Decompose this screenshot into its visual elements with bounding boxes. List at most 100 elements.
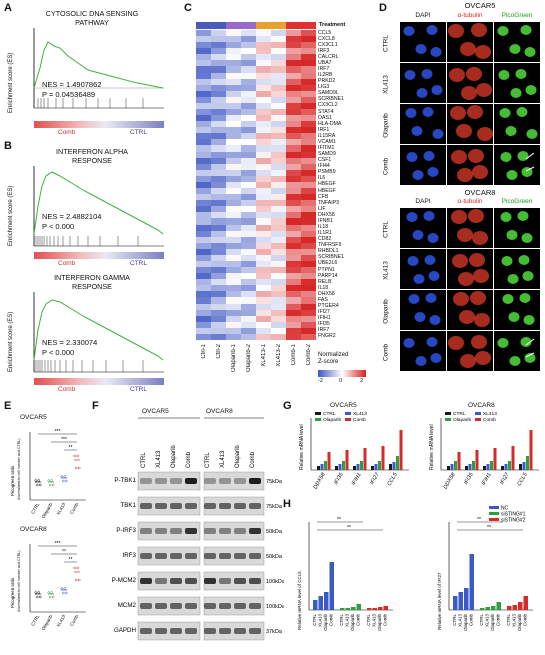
- bar: [508, 461, 511, 470]
- gene-label: CFB: [318, 193, 329, 200]
- cell-blob: [416, 88, 428, 98]
- gsea-left-label-b2: Comb: [58, 386, 76, 393]
- cell-blob: [461, 86, 477, 100]
- bar: [475, 450, 479, 470]
- legend-title-2: Z-score: [318, 359, 339, 365]
- cell-blob: [452, 254, 468, 268]
- heatmap-cell: [256, 145, 272, 152]
- bar: [342, 461, 345, 470]
- gsea-right-label-b1: CTRL: [130, 260, 147, 267]
- cell-blob: [517, 211, 529, 221]
- heatmap-cell: [241, 54, 257, 61]
- h-group-label: CTRL: [506, 614, 511, 626]
- heatmap-cell: [196, 42, 212, 49]
- micro-cells-svg: [498, 69, 537, 98]
- gsea-left-label-b1: Comb: [58, 260, 76, 267]
- heatmap-cell: [226, 78, 242, 85]
- panel-label-a: A: [4, 2, 12, 14]
- heatmap-cell: [256, 260, 272, 268]
- e-ylabel: Picogreen ratio: [10, 465, 15, 496]
- heatmap-cell: [196, 327, 212, 335]
- gene-label: UBE2L6: [318, 260, 338, 267]
- heatmap-cell: [286, 200, 302, 207]
- heatmap-cell: [226, 30, 242, 37]
- heatmap-cell: [196, 66, 212, 73]
- gene-label: CX3CL1: [318, 41, 338, 48]
- heatmap-cell: [241, 230, 257, 237]
- band: [234, 503, 246, 509]
- heatmap-cell: [196, 321, 212, 329]
- heatmap-cell: [211, 163, 227, 171]
- heatmap-cell: [271, 297, 287, 304]
- cell-blob: [460, 354, 476, 368]
- heatmap-cell: [271, 60, 287, 67]
- heatmap-cell: [241, 145, 257, 152]
- heatmap-cell: [196, 212, 212, 219]
- cell-blob: [500, 212, 512, 222]
- bar: [383, 606, 388, 610]
- data-point: [52, 483, 55, 487]
- heatmap-cell: [271, 188, 287, 195]
- heatmap-cell: [256, 254, 272, 262]
- band: [249, 628, 261, 634]
- band: [185, 478, 197, 484]
- cell-blob: [451, 150, 467, 164]
- bar: [493, 448, 497, 470]
- gene-label: LIF: [318, 205, 326, 212]
- heatmap-cell: [301, 127, 317, 134]
- heatmap-cell: [256, 54, 272, 61]
- bar: [372, 608, 377, 610]
- legend-swatch: [489, 518, 499, 521]
- heatmap-cell: [226, 60, 242, 67]
- gene-label: PTPN1: [318, 266, 335, 273]
- bar: [507, 606, 512, 610]
- gsea-nes-b1: NES = 2.4882104: [42, 212, 102, 221]
- cell-blob: [508, 312, 520, 322]
- heatmap-cell: [196, 248, 212, 256]
- legend-swatch: [445, 418, 451, 421]
- h-group-label: Comb: [523, 614, 528, 627]
- heatmap-cell: [211, 175, 227, 183]
- gene-label: IL2RB: [318, 72, 333, 79]
- heatmap-cell: [286, 254, 302, 262]
- g-title-ovcar8: OVCAR8: [468, 402, 495, 409]
- heatmap-cell: [286, 54, 302, 61]
- sig-label: **: [62, 549, 66, 555]
- heatmap-cell: [241, 309, 257, 316]
- panel-label-g: G: [283, 400, 292, 412]
- cell-blob: [429, 315, 441, 325]
- micro-cells-svg: [448, 23, 491, 59]
- heatmap-cell: [256, 194, 272, 201]
- cell-blob: [408, 294, 420, 304]
- lane-label: Comb: [186, 451, 192, 468]
- heatmap-sample-labels: Ctrl-1 Ctrl-2 Olaparib-1 Olaparib-2 XL413-1 X…: [196, 344, 316, 394]
- heatmap-cell: [196, 84, 212, 92]
- gsea-right-label-b2: CTRL: [130, 386, 147, 393]
- band: [155, 578, 167, 584]
- cell-blob: [509, 356, 521, 366]
- lane-label: Olaparib: [235, 445, 241, 468]
- f-title-ovcar8: OVCAR8: [206, 408, 233, 415]
- band: [249, 478, 261, 484]
- heatmap-cell: [301, 133, 317, 140]
- bar: [392, 462, 396, 470]
- heatmap-cell: [301, 90, 317, 98]
- h-group-label: Olaparib: [463, 614, 468, 632]
- cell-blob: [403, 26, 415, 36]
- data-point: [49, 595, 52, 599]
- gene-label: PTGER4: [318, 303, 339, 310]
- bar: [356, 604, 361, 610]
- gene-label: HBEGF: [318, 181, 336, 188]
- heatmap-cell: [241, 175, 257, 183]
- heatmap-cell: [211, 66, 227, 73]
- heatmap-cell: [226, 327, 242, 335]
- heatmap-cell: [241, 78, 257, 85]
- gsea-right-label-a: CTRL: [130, 129, 147, 136]
- cell-blob: [458, 272, 474, 286]
- heatmap-cell: [241, 109, 257, 116]
- heatmap-cell: [301, 218, 317, 225]
- heatmap-cell: [271, 206, 287, 213]
- heatmap-cell: [301, 145, 317, 152]
- band: [140, 528, 152, 534]
- heatmap-cell: [271, 151, 287, 158]
